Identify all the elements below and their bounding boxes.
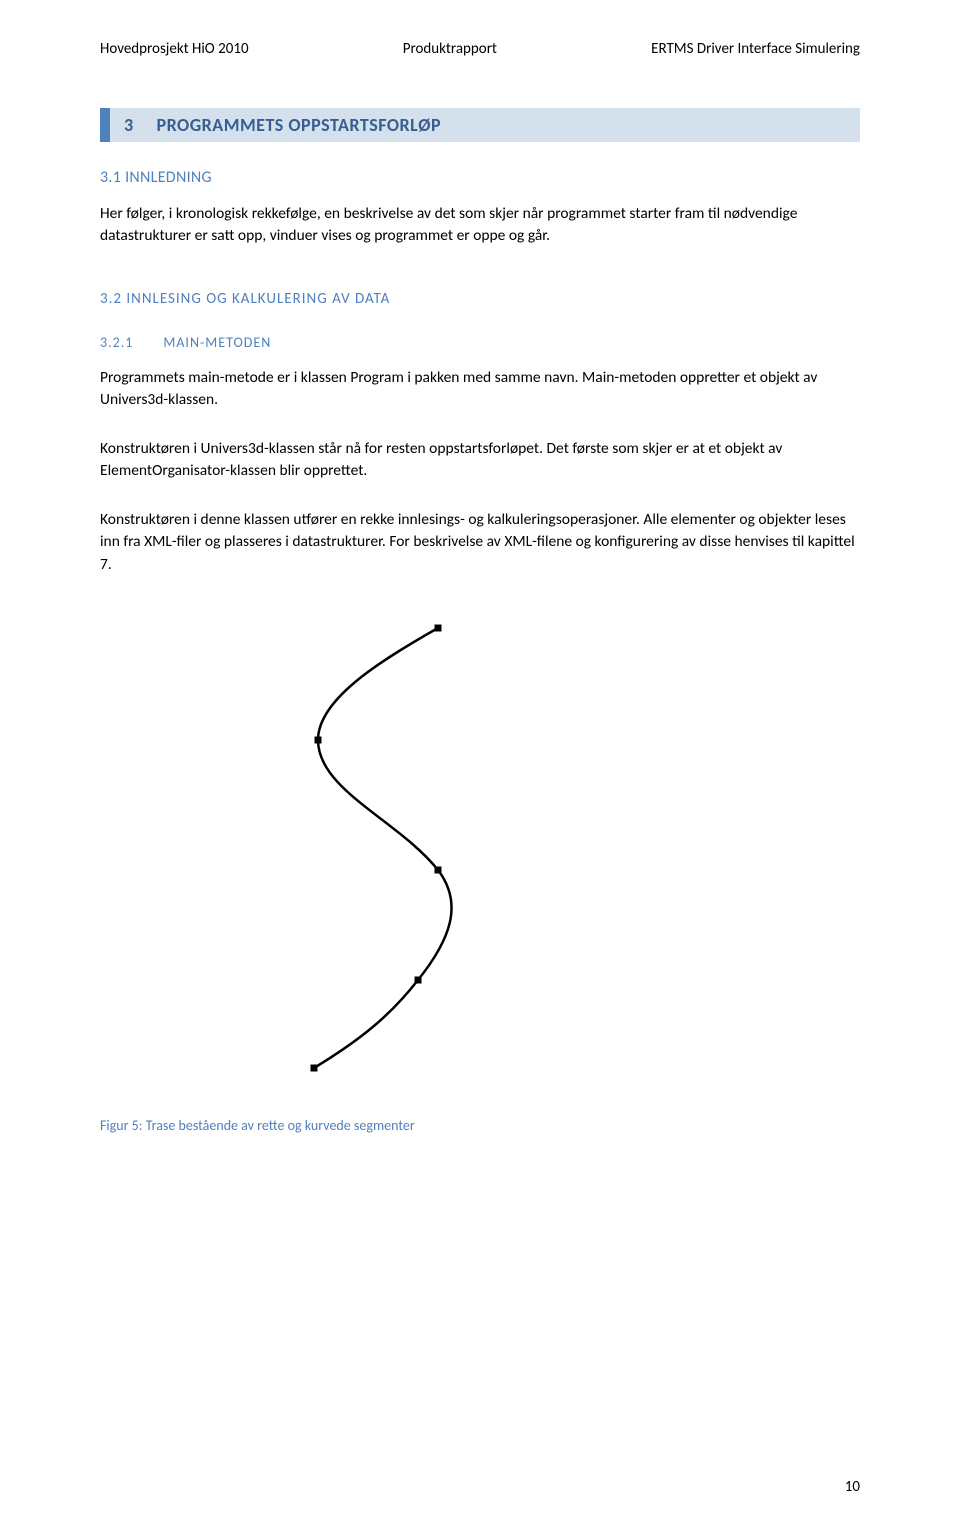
body-paragraph-intro: Her følger, i kronologisk rekkefølge, en… xyxy=(100,203,860,248)
page-header: Hovedprosjekt HiO 2010 Produktrapport ER… xyxy=(100,40,860,58)
figure-5: Figur 5: Trase bestående av rette og kur… xyxy=(100,602,860,1134)
body-paragraph-2: Konstruktøren i Univers3d-klassen står n… xyxy=(100,438,860,483)
sub3-number: 3.2.1 xyxy=(100,334,133,351)
figure-caption: Figur 5: Trase bestående av rette og kur… xyxy=(100,1117,860,1134)
subheading-3-2: 3.2 INNLESING OG KALKULERING AV DATA xyxy=(100,290,860,308)
trace-node-1 xyxy=(315,737,322,744)
page-number: 10 xyxy=(845,1478,860,1496)
subheading-3-1: 3.1 INNLEDNING xyxy=(100,168,860,187)
body-paragraph-3: Konstruktøren i denne klassen utfører en… xyxy=(100,509,860,576)
trace-node-4 xyxy=(311,1065,318,1072)
header-left: Hovedprosjekt HiO 2010 xyxy=(100,40,249,58)
trace-node-3 xyxy=(415,977,422,984)
section-title-text: PROGRAMMETS OPPSTARTSFORLØP xyxy=(156,114,441,136)
body-paragraph-1: Programmets main-metode er i klassen Pro… xyxy=(100,367,860,412)
section-title-bar: 3 PROGRAMMETS OPPSTARTSFORLØP xyxy=(100,108,860,142)
section-title: 3 PROGRAMMETS OPPSTARTSFORLØP xyxy=(110,108,860,142)
spacer xyxy=(100,274,860,290)
section-number: 3 xyxy=(124,114,134,136)
header-right: ERTMS Driver Interface Simulering xyxy=(651,40,860,58)
header-center: Produktrapport xyxy=(403,40,497,58)
sub3-title: MAIN-METODEN xyxy=(163,334,271,351)
trace-curve xyxy=(314,628,452,1068)
subheading-3-2-1: 3.2.1 MAIN-METODEN xyxy=(100,334,860,367)
trace-node-2 xyxy=(435,867,442,874)
trace-node-0 xyxy=(435,625,442,632)
section-title-accent xyxy=(100,108,110,142)
trace-curve-svg xyxy=(200,622,540,1082)
